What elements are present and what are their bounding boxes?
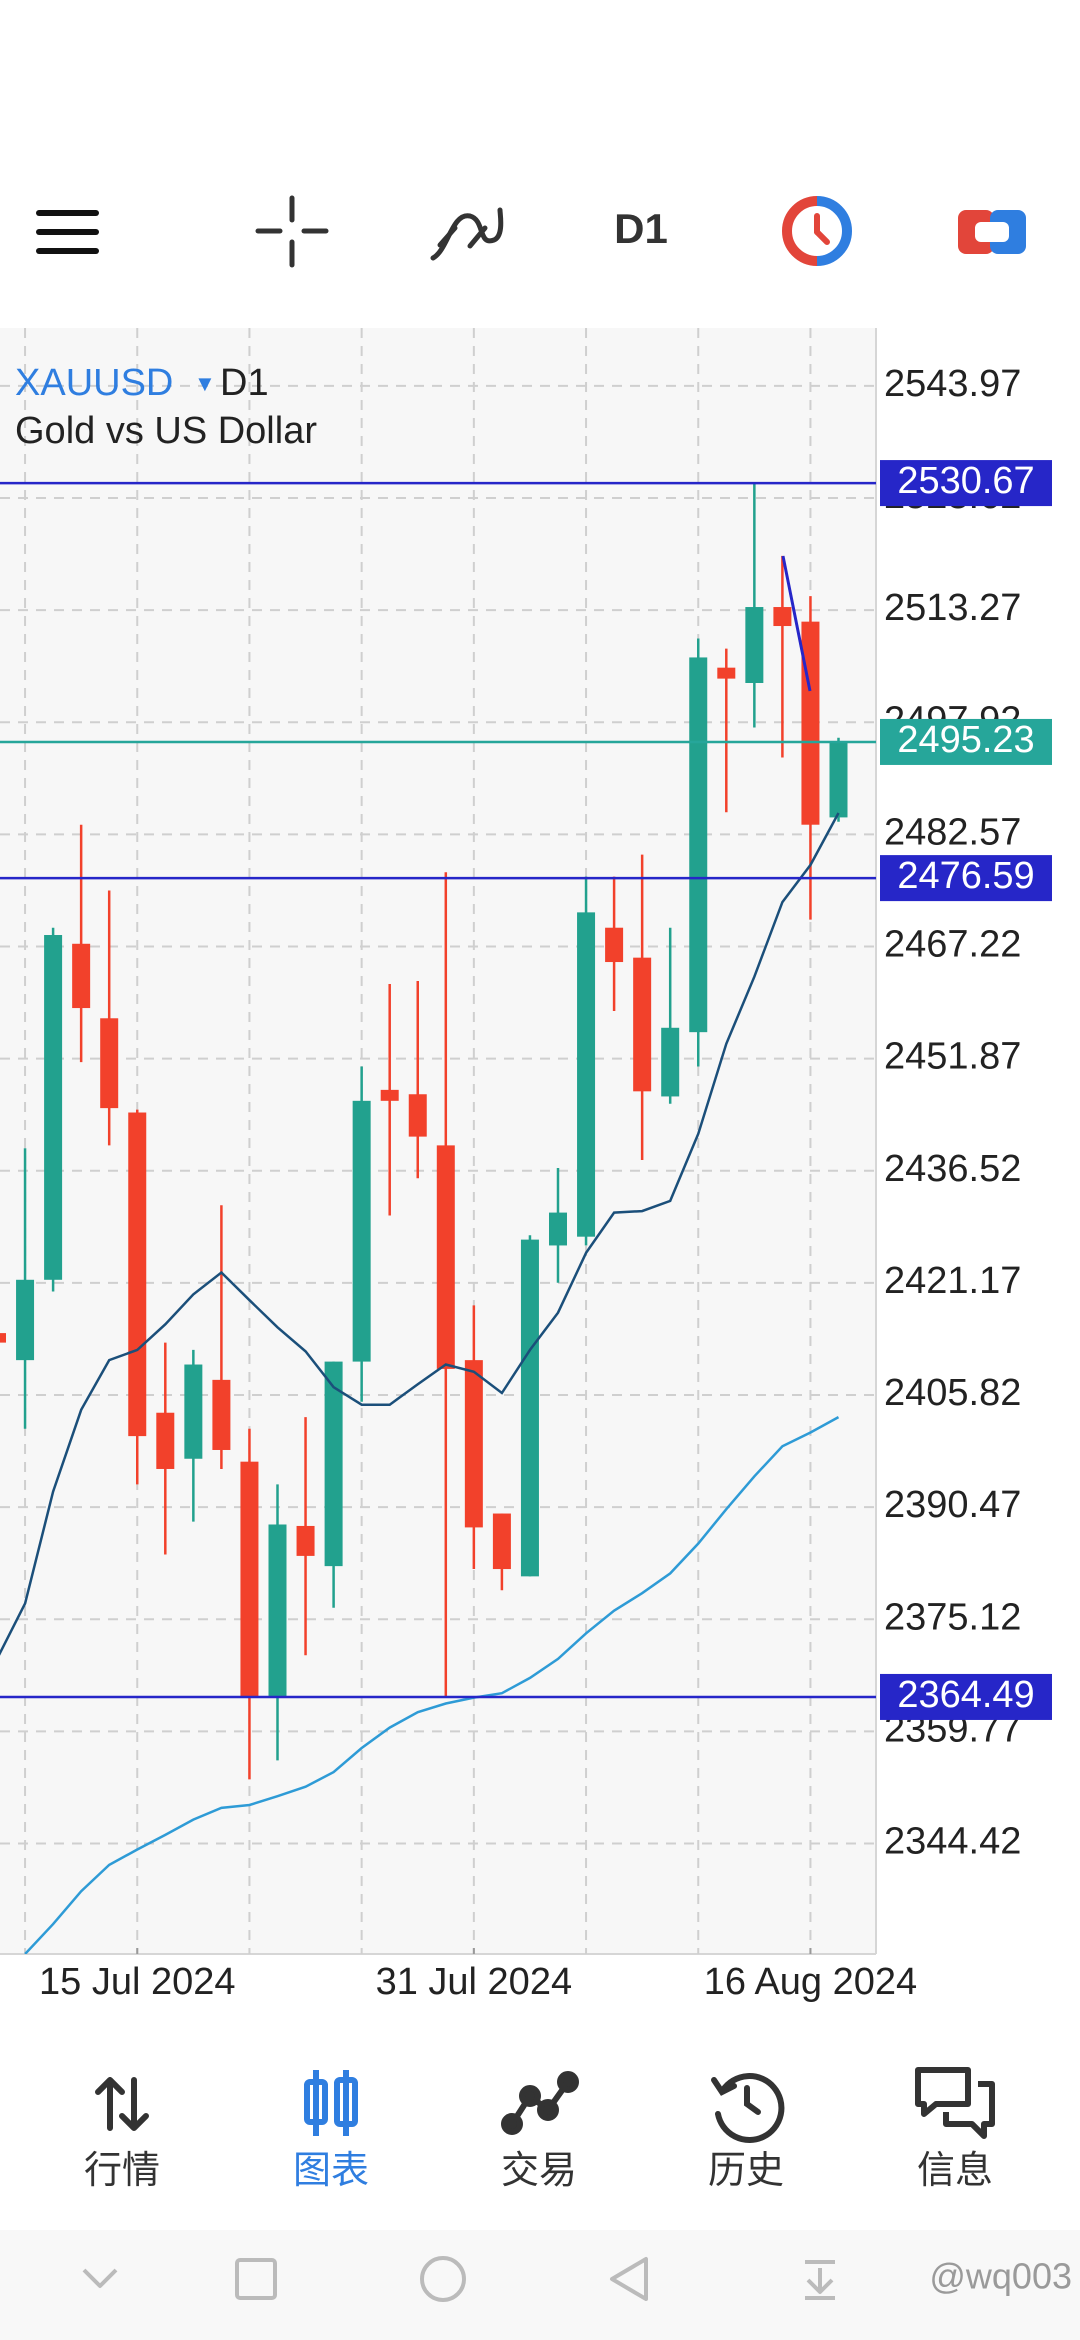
candle-body — [240, 1461, 259, 1698]
candle-body — [829, 741, 848, 818]
candle-body — [745, 607, 764, 684]
y-tick-label: 2436.52 — [884, 1148, 1021, 1190]
y-tick-label: 2405.82 — [884, 1372, 1021, 1414]
price-label: 2530.67 — [897, 460, 1034, 502]
messages-icon[interactable] — [915, 2067, 995, 2139]
quotes-icon[interactable] — [95, 2077, 149, 2131]
candle-body — [268, 1524, 287, 1698]
symbol-dropdown-arrow[interactable]: ▼ — [194, 371, 216, 396]
candle-body — [689, 657, 708, 1033]
candle-body — [380, 1089, 399, 1101]
y-tick-label: 2482.57 — [884, 811, 1021, 853]
candle-body — [436, 1145, 455, 1369]
trend-line-drawing — [781, 555, 812, 692]
candle-body — [773, 607, 792, 627]
nav-item-label[interactable]: 信息 — [917, 2150, 993, 2192]
candle-body — [633, 957, 652, 1092]
price-label: 2476.59 — [897, 855, 1034, 897]
candle-body — [408, 1094, 427, 1137]
candle-body — [212, 1379, 231, 1450]
trade-icon[interactable] — [501, 2071, 579, 2135]
history-icon[interactable] — [711, 2073, 785, 2143]
chart-icon[interactable] — [304, 2070, 358, 2136]
symbol[interactable]: XAUUSD — [15, 362, 173, 404]
y-tick-label: 2375.12 — [884, 1596, 1021, 1638]
system-nav — [82, 2256, 835, 2302]
hide-keyboard-button[interactable] — [82, 2268, 118, 2288]
system-nav-bg — [0, 2230, 1080, 2340]
crosshair-button[interactable] — [255, 195, 329, 268]
moving-average-line — [0, 812, 840, 1656]
candle-body — [717, 667, 736, 679]
candle-body — [661, 1027, 680, 1097]
y-tick-label: 2390.47 — [884, 1484, 1021, 1526]
price-label: 2364.49 — [897, 1674, 1034, 1716]
back-button[interactable] — [610, 2257, 648, 2301]
candle-body — [128, 1112, 147, 1437]
y-tick-label: 2513.27 — [884, 587, 1021, 629]
candle-body — [184, 1364, 203, 1459]
timeframe-button[interactable]: D1 — [614, 205, 668, 252]
clock-button[interactable] — [782, 196, 852, 266]
nav-item-label[interactable]: 图表 — [293, 2150, 369, 2192]
price-label-bg — [880, 1673, 1052, 1720]
price-label: 2495.23 — [897, 719, 1034, 761]
nav-item-label[interactable]: 交易 — [501, 2150, 577, 2192]
download-button[interactable] — [805, 2260, 835, 2300]
y-tick-label: 2543.97 — [884, 363, 1021, 405]
nav-item-label[interactable]: 行情 — [84, 2150, 160, 2192]
y-tick-label: 2344.42 — [884, 1821, 1021, 1863]
candle-body — [464, 1360, 483, 1528]
y-tick-label: 2451.87 — [884, 1036, 1021, 1078]
y-tick-label: 2421.17 — [884, 1260, 1021, 1302]
toolbar-bg — [0, 0, 1080, 328]
menu-button[interactable] — [36, 210, 99, 254]
bottom-nav: 行情 图表 交易 历史 信息 — [84, 2150, 993, 2192]
x-tick-label: 31 Jul 2024 — [376, 1961, 573, 2003]
candle-body — [520, 1239, 539, 1577]
home-button[interactable] — [420, 2256, 466, 2302]
axis: 2543.972528.622513.272497.922482.572467.… — [39, 363, 1052, 2003]
candle-body — [0, 1333, 6, 1343]
candle-body — [352, 1100, 371, 1362]
moving-average-line — [24, 1416, 840, 1954]
candle-body — [324, 1361, 343, 1567]
price-label-bg — [880, 855, 1052, 902]
x-tick-label: 15 Jul 2024 — [39, 1961, 236, 2003]
nav-item-label[interactable]: 历史 — [708, 2150, 784, 2192]
candle-body — [492, 1513, 511, 1570]
symbol-description: Gold vs US Dollar — [15, 410, 317, 452]
trade-toggle-button[interactable] — [958, 210, 1026, 254]
price-label-bg — [880, 460, 1052, 507]
watermark: @wq003 — [929, 2256, 1072, 2297]
candle-body — [100, 1018, 119, 1109]
candle-body — [801, 621, 820, 825]
y-tick-label: 2467.22 — [884, 924, 1021, 966]
candle-body — [549, 1212, 567, 1246]
chart-timeframe: D1 — [220, 362, 269, 404]
candle-body — [156, 1412, 175, 1469]
candle-body — [577, 912, 596, 1237]
indicators-button[interactable] — [430, 207, 504, 261]
candle-body — [296, 1525, 315, 1556]
recents-button[interactable] — [235, 2258, 277, 2300]
candle-body — [72, 943, 91, 1009]
plot — [0, 481, 876, 1954]
bottom-nav-bg — [0, 2014, 1080, 2230]
x-tick-label: 16 Aug 2024 — [704, 1961, 917, 2003]
candle-body — [605, 927, 624, 963]
candle-body — [44, 935, 63, 1280]
price-label-bg — [880, 718, 1052, 765]
candle-body — [16, 1279, 35, 1361]
